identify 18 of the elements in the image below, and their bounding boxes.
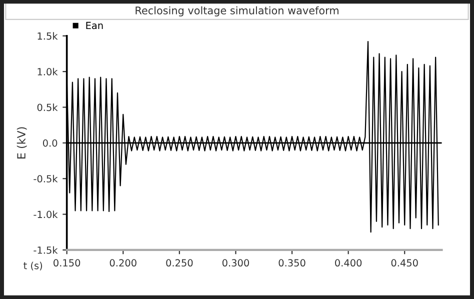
chart-title: Reclosing voltage simulation waveform	[136, 6, 338, 16]
y-tick-label: -0.5k	[34, 174, 58, 182]
x-tick-label: 0.350	[278, 259, 306, 267]
y-axis-title: E (kV)	[16, 127, 27, 158]
y-tick-label: 1.0k	[38, 68, 58, 76]
x-tick-label: 0.200	[110, 259, 136, 267]
x-tick-label: 0.450	[391, 259, 418, 267]
x-tick-label: 0.300	[222, 259, 249, 267]
y-tick-label: 1.5k	[38, 32, 58, 40]
y-tick-label: 0.5k	[37, 104, 58, 112]
legend-label: Ean	[86, 22, 103, 30]
x-tick-label: 0.400	[335, 259, 362, 267]
y-tick-label: -1.0k	[34, 210, 58, 218]
x-axis-title: t (s)	[24, 262, 42, 270]
x-tick-label: 0.250	[166, 259, 193, 267]
y-tick-label: 0.0	[42, 139, 58, 147]
x-tick-label: 0.150	[54, 259, 80, 267]
y-tick-label: -1.5k	[34, 246, 58, 254]
